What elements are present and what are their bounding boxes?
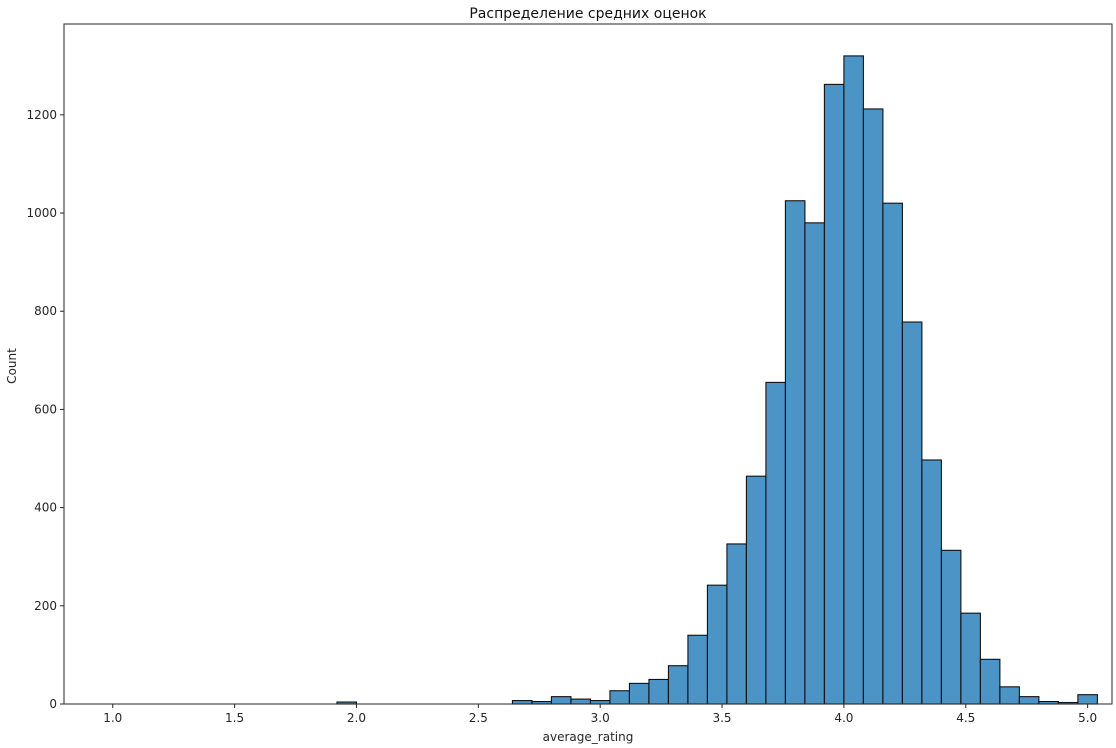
- histogram-bar: [960, 612, 981, 705]
- histogram-bar: [609, 690, 630, 705]
- histogram-bars: [336, 55, 1098, 705]
- y-tick-label: 1200: [26, 108, 57, 122]
- histogram-bar: [706, 584, 728, 705]
- histogram-bar: [570, 698, 591, 705]
- histogram-bar: [648, 678, 669, 705]
- y-tick-label: 0: [49, 697, 57, 711]
- histogram-bar: [745, 475, 767, 705]
- histogram-bar: [882, 202, 903, 705]
- x-tick-label: 1.0: [103, 711, 122, 725]
- histogram-bar: [550, 696, 572, 705]
- x-tick-label: 4.0: [834, 711, 853, 725]
- histogram-bar: [784, 200, 806, 705]
- histogram-bar: [940, 549, 962, 705]
- x-tick-label: 2.5: [469, 711, 488, 725]
- histogram-bar: [726, 543, 747, 705]
- y-tick-label: 600: [34, 402, 57, 416]
- histogram-bar: [628, 682, 650, 705]
- y-tick-label: 400: [34, 501, 57, 515]
- histogram-bar: [862, 108, 884, 705]
- histogram-bar: [1018, 696, 1040, 705]
- y-tick-label: 1000: [26, 206, 57, 220]
- histogram-bar: [589, 700, 611, 705]
- histogram-bar: [804, 222, 825, 705]
- histogram-bar: [901, 321, 923, 705]
- x-tick-label: 1.5: [225, 711, 244, 725]
- x-tick-label: 2.0: [347, 711, 366, 725]
- x-tick-label: 3.0: [591, 711, 610, 725]
- y-tick-label: 800: [34, 304, 57, 318]
- histogram-bar: [511, 700, 533, 705]
- histogram-bar: [1077, 694, 1098, 705]
- histogram-bar: [687, 634, 708, 705]
- x-tick-label: 5.0: [1078, 711, 1097, 725]
- histogram-bar: [667, 665, 689, 705]
- chart-title: Распределение средних оценок: [469, 6, 706, 22]
- histogram-bar: [823, 83, 845, 705]
- histogram-bar: [765, 381, 786, 705]
- histogram-bar: [843, 55, 864, 705]
- y-axis-ticks: 0 200 400 600 800 1000 1200: [26, 108, 64, 711]
- histogram-bar: [999, 686, 1020, 705]
- plot-frame: [63, 23, 1113, 705]
- x-tick-label: 4.5: [956, 711, 975, 725]
- x-tick-label: 3.5: [712, 711, 731, 725]
- y-tick-label: 200: [34, 599, 57, 613]
- x-axis-ticks: 1.0 1.5 2.0 2.5 3.0 3.5 4.0 4.5 5.0: [103, 704, 1097, 725]
- histogram-bar: [921, 459, 942, 705]
- y-axis-label: Count: [5, 348, 19, 384]
- x-axis-label: average_rating: [543, 730, 634, 744]
- histogram-bar: [979, 658, 1001, 705]
